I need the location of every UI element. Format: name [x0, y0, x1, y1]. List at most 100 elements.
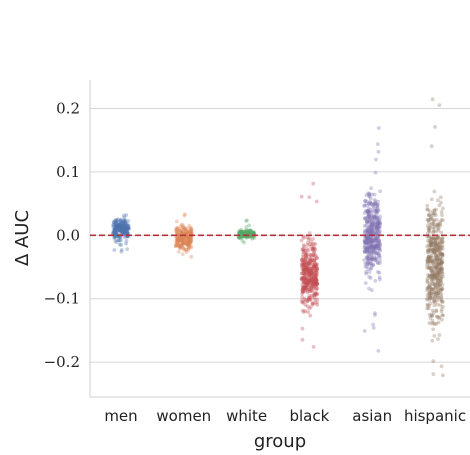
point-asian	[373, 222, 377, 227]
point-white	[238, 231, 243, 235]
point-black	[300, 277, 304, 281]
point-black	[302, 268, 307, 273]
point-men	[123, 226, 127, 231]
point-asian	[373, 225, 377, 230]
point-hispanic	[440, 236, 445, 241]
point-women	[181, 225, 185, 229]
point-women	[176, 244, 181, 249]
point-hispanic	[428, 259, 433, 264]
point-asian	[378, 255, 382, 260]
point-white	[247, 231, 251, 235]
point-hispanic	[425, 293, 430, 298]
point-asian	[376, 349, 381, 353]
point-hispanic	[441, 304, 445, 309]
point-white	[248, 232, 252, 237]
point-men	[118, 235, 122, 240]
point-black	[305, 282, 310, 287]
point-black	[309, 270, 314, 275]
point-men	[119, 229, 124, 234]
point-asian	[375, 204, 380, 209]
point-black	[307, 270, 312, 275]
point-black	[301, 299, 306, 304]
point-black	[313, 242, 318, 247]
point-asian	[373, 244, 377, 249]
point-black	[309, 295, 314, 299]
point-hispanic	[440, 252, 445, 256]
point-black	[305, 279, 310, 284]
point-asian	[378, 189, 383, 194]
point-black	[310, 271, 314, 275]
point-asian	[371, 249, 376, 254]
point-black	[313, 297, 317, 302]
point-women	[180, 229, 184, 234]
point-men	[119, 217, 124, 222]
point-black	[308, 279, 313, 283]
point-hispanic	[426, 248, 431, 253]
point-asian	[369, 288, 374, 293]
point-black	[301, 301, 306, 305]
point-black	[305, 285, 309, 290]
point-black	[314, 253, 318, 258]
point-asian	[372, 246, 376, 251]
point-hispanic	[434, 217, 439, 222]
point-hispanic	[427, 255, 431, 260]
point-asian	[376, 254, 381, 259]
point-hispanic	[433, 249, 437, 254]
point-women	[179, 222, 184, 227]
point-asian	[363, 230, 368, 234]
point-women	[184, 241, 189, 246]
point-hispanic	[425, 207, 430, 212]
point-black	[313, 284, 318, 289]
point-black	[311, 181, 316, 186]
point-men	[121, 222, 126, 227]
point-women	[176, 239, 181, 244]
point-black	[302, 284, 307, 289]
point-asian	[374, 209, 379, 214]
point-black	[308, 268, 313, 273]
point-hispanic	[430, 221, 434, 226]
point-hispanic	[431, 282, 436, 287]
point-men	[117, 223, 122, 227]
point-white	[237, 231, 242, 236]
point-asian	[372, 246, 377, 251]
point-hispanic	[431, 296, 435, 300]
point-hispanic	[436, 289, 440, 294]
point-hispanic	[429, 248, 434, 253]
point-black	[304, 250, 309, 254]
point-black	[299, 276, 304, 281]
point-men	[113, 234, 117, 239]
point-black	[300, 259, 305, 264]
point-white	[239, 233, 243, 238]
point-hispanic	[436, 243, 441, 247]
point-hispanic	[439, 230, 444, 235]
point-hispanic	[436, 287, 440, 292]
point-hispanic	[433, 240, 438, 245]
point-black	[303, 257, 308, 261]
point-asian	[372, 244, 377, 249]
point-men	[125, 226, 130, 230]
point-women	[179, 231, 184, 236]
point-white	[237, 231, 242, 235]
point-men	[119, 247, 124, 252]
point-men	[122, 231, 127, 236]
point-men	[124, 223, 129, 228]
point-black	[312, 249, 317, 254]
points-layer	[111, 97, 445, 378]
point-black	[305, 267, 310, 272]
point-black	[314, 277, 319, 282]
point-asian	[371, 238, 376, 243]
point-asian	[366, 225, 371, 230]
point-asian	[375, 205, 380, 210]
point-asian	[374, 226, 379, 231]
point-women	[187, 223, 192, 228]
point-hispanic	[432, 290, 437, 295]
point-women	[187, 238, 192, 243]
point-men	[114, 221, 119, 226]
point-asian	[366, 236, 370, 241]
point-hispanic	[426, 273, 430, 277]
point-women	[179, 243, 184, 248]
point-men	[113, 223, 118, 228]
point-black	[311, 281, 316, 286]
point-men	[115, 218, 120, 223]
point-women	[173, 227, 178, 231]
